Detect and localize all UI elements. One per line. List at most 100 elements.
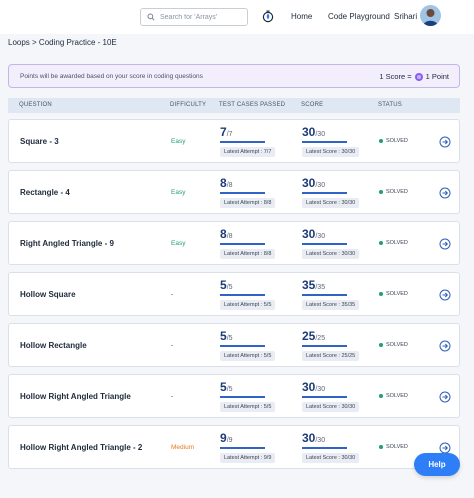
score-progress-bar: [302, 447, 347, 449]
score-earned: 35: [302, 278, 316, 292]
score-right-label: 1 Point: [425, 72, 449, 81]
header-score: SCORE: [301, 102, 324, 108]
score-progress-bar: [302, 243, 347, 245]
arrow-right-circle-icon[interactable]: [439, 390, 451, 403]
search-input[interactable]: [160, 13, 246, 21]
test-cases-total: /8: [226, 182, 233, 189]
status-badge: SOLVED: [379, 291, 408, 297]
score-earned: 25: [302, 329, 316, 343]
question-row[interactable]: Hollow Right Angled Triangle - 5/5 Latest A…: [8, 374, 460, 418]
latest-attempt-chip: Latest Attempt : 9/9: [220, 453, 276, 463]
test-cases-progress-bar: [220, 345, 265, 347]
test-cases-total: /5: [226, 335, 233, 342]
nav-code-playground-link[interactable]: Code Playground: [328, 12, 390, 21]
score-earned: 30: [302, 380, 316, 394]
test-cases-passed: 5: [220, 380, 227, 394]
score-progress-bar: [302, 396, 347, 398]
search-icon: [147, 13, 155, 21]
status-dot-icon: [379, 292, 383, 296]
arrow-right-circle-icon[interactable]: [439, 441, 451, 454]
score-progress-bar: [302, 141, 347, 143]
question-row[interactable]: Square - 3 Easy 7/7 Latest Attempt : 7/7 30/…: [8, 119, 460, 163]
score-total: /30: [315, 386, 326, 393]
test-cases-progress-bar: [220, 294, 265, 296]
score-total: /30: [315, 131, 326, 138]
score-progress-bar: [302, 192, 347, 194]
question-name[interactable]: Square - 3: [20, 137, 59, 146]
test-cases-passed: 8: [220, 227, 227, 241]
status-dot-icon: [379, 343, 383, 347]
score-earned: 30: [302, 176, 316, 190]
test-cases-value: 5/5: [220, 380, 233, 394]
question-row[interactable]: Right Angled Triangle - 9 Easy 8/8 Latest A…: [8, 221, 460, 265]
top-navbar: Home Code Playground Srihari: [0, 0, 474, 34]
header-test-cases: TEST CASES PASSED: [219, 102, 286, 108]
latest-score-chip: Latest Score : 30/30: [302, 249, 360, 259]
score-value: 30/30: [302, 380, 325, 394]
status-badge: SOLVED: [379, 240, 408, 246]
coin-icon: [414, 72, 423, 81]
header-question: QUESTION: [19, 102, 52, 108]
test-cases-progress-bar: [220, 141, 265, 143]
question-name[interactable]: Right Angled Triangle - 9: [20, 239, 114, 248]
question-name[interactable]: Hollow Rectangle: [20, 341, 87, 350]
test-cases-total: /7: [226, 131, 233, 138]
arrow-right-circle-icon[interactable]: [439, 288, 451, 301]
status-label: SOLVED: [386, 240, 408, 246]
arrow-right-circle-icon[interactable]: [439, 339, 451, 352]
question-name[interactable]: Hollow Right Angled Triangle - 2: [20, 443, 143, 452]
latest-score-chip: Latest Score : 30/30: [302, 147, 360, 157]
test-cases-passed: 5: [220, 329, 227, 343]
status-dot-icon: [379, 445, 383, 449]
points-info-banner: Points will be awarded based on your sco…: [8, 64, 460, 88]
status-dot-icon: [379, 190, 383, 194]
test-cases-passed: 7: [220, 125, 227, 139]
user-name[interactable]: Srihari: [394, 12, 418, 21]
question-name[interactable]: Hollow Square: [20, 290, 76, 299]
table-header: QUESTION DIFFICULTY TEST CASES PASSED SC…: [8, 98, 460, 113]
latest-attempt-chip: Latest Attempt : 5/5: [220, 402, 276, 412]
status-dot-icon: [379, 394, 383, 398]
arrow-right-circle-icon[interactable]: [439, 135, 451, 148]
search-box[interactable]: [140, 8, 248, 26]
question-row[interactable]: Hollow Right Angled Triangle - 2 Medium 9/…: [8, 425, 460, 469]
question-name[interactable]: Hollow Right Angled Triangle: [20, 392, 131, 401]
status-label: SOLVED: [386, 138, 408, 144]
status-badge: SOLVED: [379, 138, 408, 144]
question-row[interactable]: Hollow Rectangle - 5/5 Latest Attempt : 5/5…: [8, 323, 460, 367]
score-total: /30: [315, 233, 326, 240]
test-cases-passed: 8: [220, 176, 227, 190]
latest-attempt-chip: Latest Attempt : 8/8: [220, 198, 276, 208]
status-dot-icon: [379, 139, 383, 143]
arrow-right-circle-icon[interactable]: [439, 186, 451, 199]
help-button[interactable]: Help: [414, 453, 460, 476]
arrow-right-circle-icon[interactable]: [439, 237, 451, 250]
breadcrumb[interactable]: Loops > Coding Practice - 10E: [8, 38, 117, 47]
status-badge: SOLVED: [379, 444, 408, 450]
status-label: SOLVED: [386, 189, 408, 195]
avatar[interactable]: [420, 5, 441, 26]
test-cases-total: /5: [226, 386, 233, 393]
test-cases-total: /9: [226, 437, 233, 444]
score-left-label: 1 Score =: [379, 72, 412, 81]
status-badge: SOLVED: [379, 189, 408, 195]
header-difficulty: DIFFICULTY: [170, 102, 207, 108]
question-row[interactable]: Rectangle - 4 Easy 8/8 Latest Attempt : 8/8…: [8, 170, 460, 214]
test-cases-total: /8: [226, 233, 233, 240]
question-name[interactable]: Rectangle - 4: [20, 188, 70, 197]
score-value: 35/35: [302, 278, 325, 292]
score-progress-bar: [302, 294, 347, 296]
streak-icon[interactable]: [262, 10, 274, 23]
score-progress-bar: [302, 345, 347, 347]
score-value: 30/30: [302, 227, 325, 241]
score-total: /35: [315, 284, 326, 291]
test-cases-value: 5/5: [220, 278, 233, 292]
latest-attempt-chip: Latest Attempt : 7/7: [220, 147, 276, 157]
test-cases-progress-bar: [220, 243, 265, 245]
nav-home-link[interactable]: Home: [291, 12, 313, 21]
difficulty-label: -: [171, 342, 174, 349]
header-status: STATUS: [378, 102, 402, 108]
difficulty-label: Easy: [171, 138, 186, 145]
latest-score-chip: Latest Score : 30/30: [302, 198, 360, 208]
question-row[interactable]: Hollow Square -5/5 Latest Attempt : 5/5 35/…: [8, 272, 460, 316]
